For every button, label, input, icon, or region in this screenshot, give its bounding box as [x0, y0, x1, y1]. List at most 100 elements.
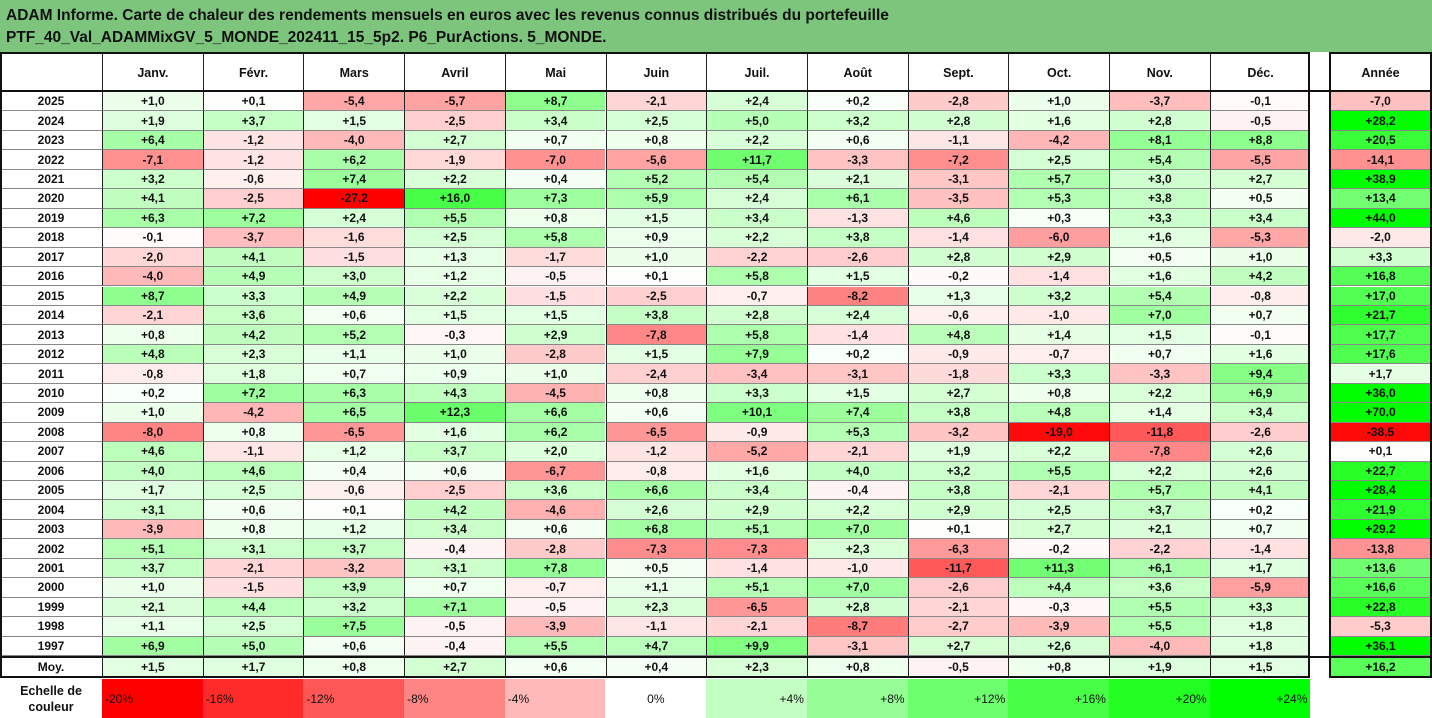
heatmap-cell: +5,5	[1008, 461, 1109, 481]
heatmap-cell: -7,3	[706, 539, 807, 559]
heatmap-cell: +0,9	[404, 364, 505, 384]
year-total-cell: +20,5	[1329, 130, 1432, 151]
row-label: 2008	[0, 422, 102, 443]
heatmap-cell: +4,8	[102, 344, 203, 365]
column-header: Juin	[605, 54, 707, 91]
heatmap-cell: +1,9	[907, 442, 1009, 462]
heatmap-cell: -3,9	[1008, 617, 1109, 637]
heatmap-cell: +7,0	[806, 578, 908, 598]
heatmap-cell: +2,5	[605, 111, 707, 131]
scale-step: 0%	[605, 679, 707, 718]
heatmap-cell: -2,6	[907, 578, 1009, 598]
heatmap-cell: +1,0	[1209, 247, 1311, 268]
average-cell: +1,9	[1109, 656, 1210, 678]
heatmap-cell: +2,9	[504, 325, 606, 345]
heatmap-cell: +11,7	[706, 150, 807, 170]
heatmap-cell: +1,4	[1109, 403, 1210, 423]
heatmap-cell: -5,4	[303, 92, 405, 112]
heatmap-cell: +3,3	[1008, 364, 1109, 384]
heatmap-cell: -2,8	[907, 92, 1009, 112]
heatmap-cell: -0,7	[1008, 344, 1109, 365]
year-total-cell: -5,3	[1329, 617, 1432, 637]
heatmap-cell: -0,4	[806, 481, 908, 501]
heatmap-cell: +5,7	[1008, 169, 1109, 190]
heatmap-cell: +1,5	[806, 383, 908, 404]
heatmap-cell: -0,1	[102, 228, 203, 248]
heatmap-cell: +2,9	[706, 500, 807, 520]
heatmap-cell: +3,9	[303, 578, 405, 598]
row-label: 2001	[0, 558, 102, 579]
average-cell: -0,5	[907, 656, 1009, 678]
heatmap-cell: +2,7	[907, 383, 1009, 404]
heatmap-cell: +4,2	[404, 500, 505, 520]
heatmap-cell: -3,3	[1109, 364, 1210, 384]
average-cell: +0,8	[1008, 656, 1109, 678]
heatmap-cell: +0,7	[1209, 519, 1311, 540]
heatmap-cell: -0,1	[1209, 92, 1311, 112]
heatmap-cell: -2,1	[1008, 481, 1109, 501]
heatmap-cell: +5,5	[404, 208, 505, 229]
column-header: Août	[806, 54, 908, 91]
heatmap-cell: +1,8	[1209, 636, 1311, 657]
heatmap-cell: +0,8	[102, 325, 203, 345]
heatmap-cell: -0,8	[605, 461, 707, 481]
heatmap-cell: +2,3	[806, 539, 908, 559]
heatmap-cell: +6,3	[303, 383, 405, 404]
heatmap-cell: +2,5	[1008, 500, 1109, 520]
heatmap-cell: -2,1	[202, 558, 304, 579]
row-label: 2010	[0, 383, 102, 404]
heatmap-cell: -0,8	[102, 364, 203, 384]
heatmap-cell: -5,9	[1209, 578, 1311, 598]
heatmap-cell: +1,2	[303, 519, 405, 540]
heatmap-cell: +2,4	[303, 208, 405, 229]
heatmap-cell: -1,5	[504, 286, 606, 306]
heatmap-cell: +0,5	[1209, 189, 1311, 209]
heatmap-cell: +1,0	[102, 403, 203, 423]
heatmap-cell: -1,6	[303, 228, 405, 248]
heatmap-cell: -0,6	[907, 305, 1009, 326]
heatmap-cell: +4,6	[202, 461, 304, 481]
heatmap-cell: -2,0	[102, 247, 203, 268]
heatmap-cell: -1,1	[202, 442, 304, 462]
row-label: 2015	[0, 286, 102, 306]
heatmap-cell: -1,4	[907, 228, 1009, 248]
heatmap-cell: -3,3	[806, 150, 908, 170]
year-total-cell: +16,6	[1329, 578, 1432, 598]
heatmap-cell: -3,4	[706, 364, 807, 384]
heatmap-cell: +3,6	[504, 481, 606, 501]
heatmap-cell: -8,2	[806, 286, 908, 306]
heatmap-cell: +1,6	[1109, 267, 1210, 287]
heatmap-cell: -1,3	[806, 208, 908, 229]
heatmap-cell: -1,1	[907, 130, 1009, 151]
year-total-cell: +70,0	[1329, 403, 1432, 423]
heatmap-cell: -0,4	[404, 636, 505, 657]
heatmap-cell: -11,7	[907, 558, 1009, 579]
heatmap-cell: -3,2	[303, 558, 405, 579]
heatmap-cell: -19,0	[1008, 422, 1109, 443]
heatmap-cell: +5,0	[202, 636, 304, 657]
column-header: Nov.	[1109, 54, 1210, 91]
heatmap-cell: +4,1	[102, 189, 203, 209]
heatmap-cell: -0,3	[1008, 597, 1109, 618]
row-label: 2023	[0, 130, 102, 151]
heatmap-cell: +1,8	[202, 364, 304, 384]
year-total-cell: -7,0	[1329, 92, 1432, 112]
heatmap-cell: +2,1	[102, 597, 203, 618]
heatmap-cell: +3,3	[706, 383, 807, 404]
heatmap-cell: -6,5	[303, 422, 405, 443]
heatmap-cell: -2,6	[806, 247, 908, 268]
heatmap-cell: +0,7	[1109, 344, 1210, 365]
average-cell: +2,3	[706, 656, 807, 678]
heatmap-cell: +4,7	[605, 636, 707, 657]
heatmap-cell: +5,4	[1109, 286, 1210, 306]
heatmap-cell: -2,1	[102, 305, 203, 326]
heatmap-cell: +2,5	[202, 617, 304, 637]
heatmap-cell: -4,0	[1109, 636, 1210, 657]
heatmap-cell: +6,3	[102, 208, 203, 229]
heatmap-cell: +0,7	[303, 364, 405, 384]
scale-step: +12%	[907, 679, 1009, 718]
scale-step: +16%	[1008, 679, 1109, 718]
heatmap-cell: -0,8	[1209, 286, 1311, 306]
heatmap-cell: +2,7	[907, 636, 1009, 657]
